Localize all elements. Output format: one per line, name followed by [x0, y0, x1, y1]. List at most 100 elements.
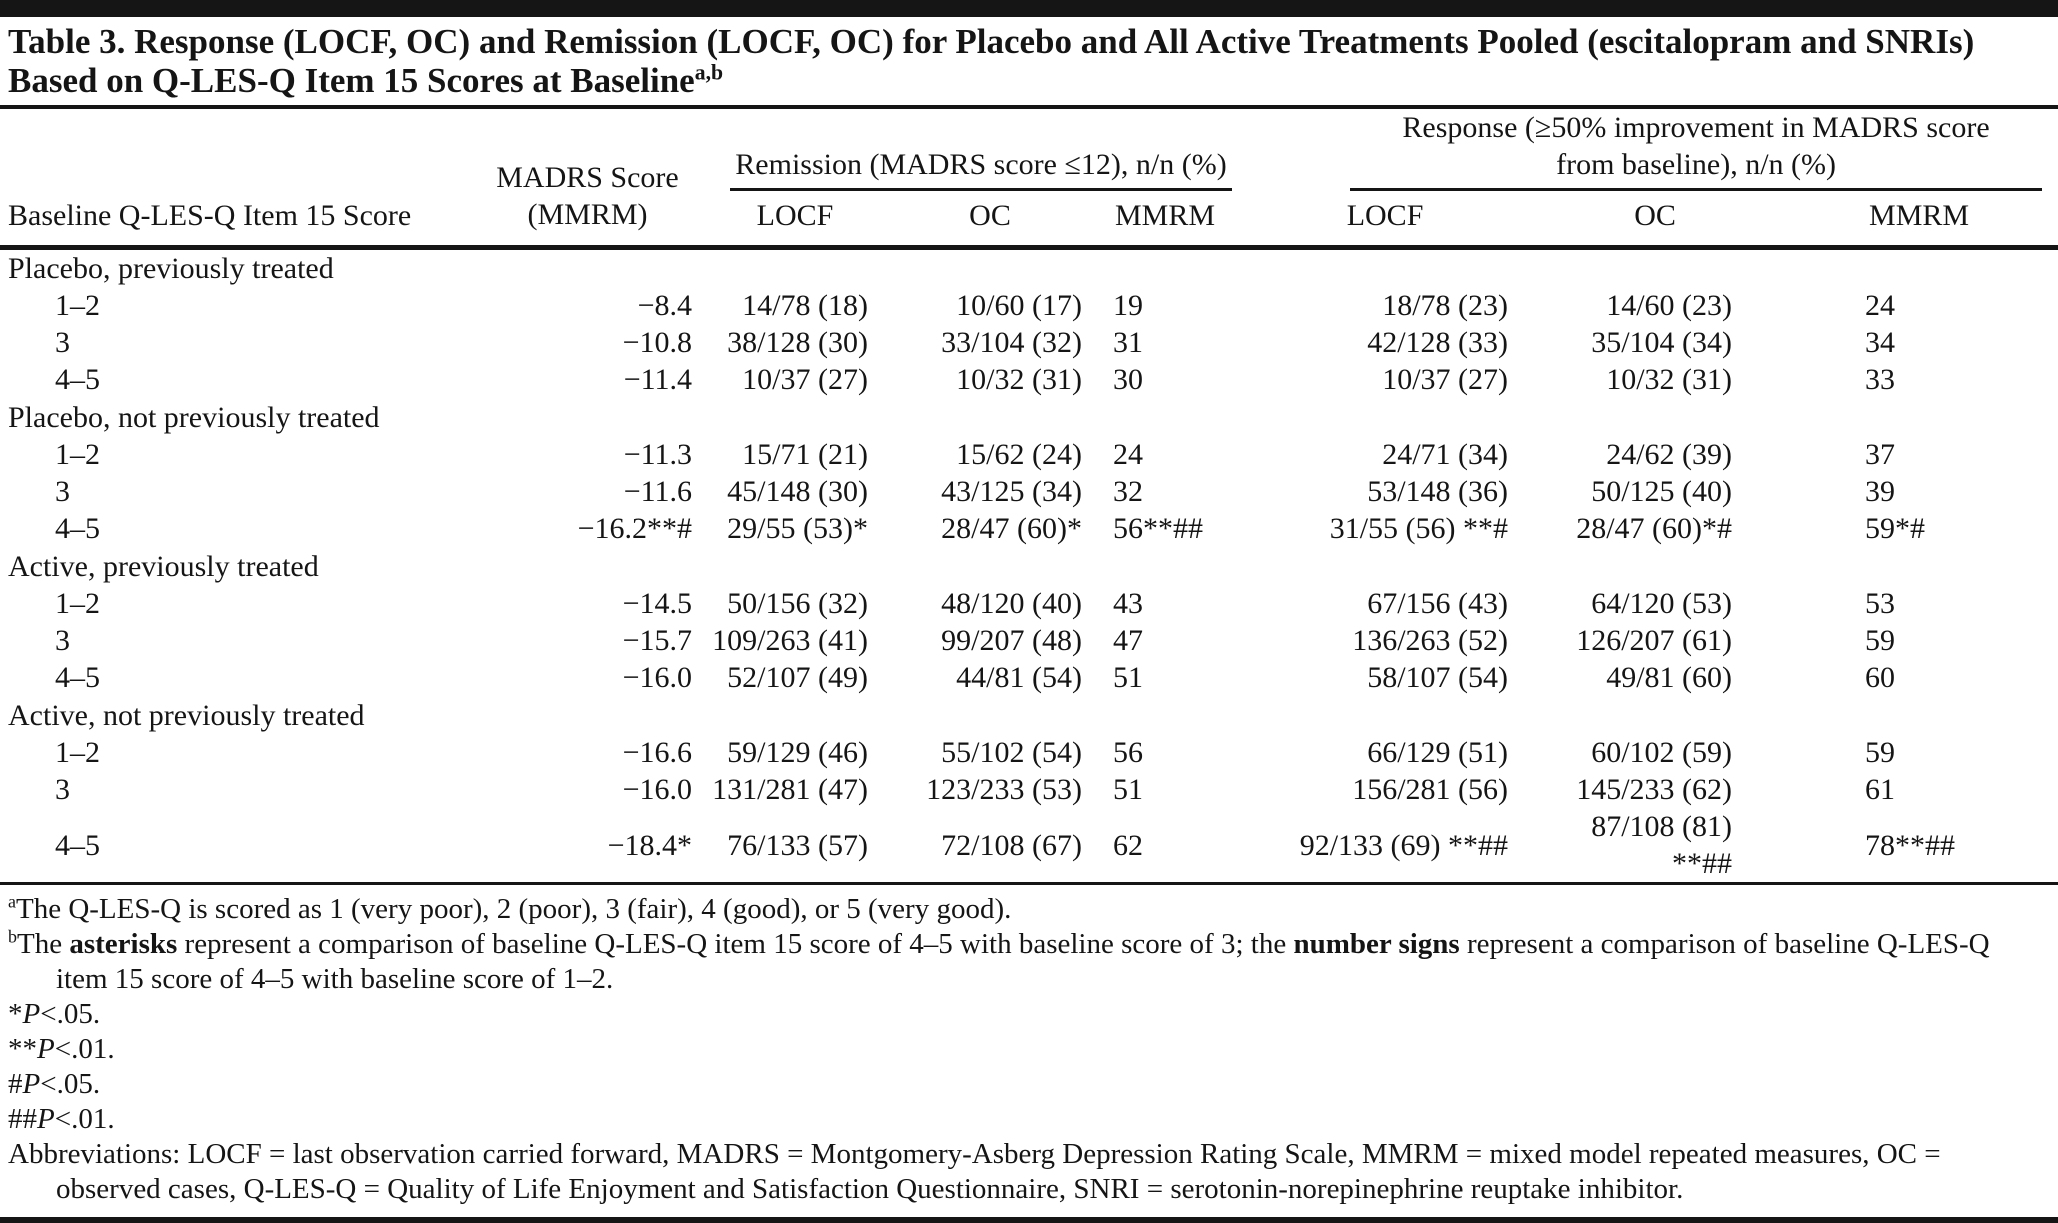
- cell-remission-mmrm: 32: [1113, 475, 1143, 508]
- cell-remission-oc: 10/32 (31): [956, 363, 1082, 396]
- cell-madrs: −16.6: [622, 736, 692, 769]
- cell-madrs: −16.0: [622, 773, 692, 806]
- cell-remission-mmrm: 56: [1113, 736, 1143, 769]
- cell-remission-oc: 44/81 (54): [956, 661, 1082, 694]
- cell-score: 3: [55, 773, 70, 806]
- cell-response-oc: 126/207 (61): [1576, 624, 1733, 657]
- cell-madrs: −8.4: [637, 289, 692, 322]
- cell-response-mmrm: 59: [1865, 736, 1896, 769]
- cell-response-mmrm: 24: [1865, 289, 1896, 322]
- cell-remission-oc: 33/104 (32): [941, 326, 1082, 359]
- cell-madrs: −15.7: [622, 624, 692, 657]
- cell-response-mmrm: 59: [1865, 624, 1896, 657]
- group-header-row: Baseline Q-LES-Q Item 15 Score MADRS Sco…: [0, 107, 2058, 250]
- footnotes: aThe Q-LES-Q is scored as 1 (very poor),…: [0, 885, 2058, 1207]
- column-header-response-oc: OC: [1530, 191, 1781, 250]
- table-row: 3 −15.7 109/263 (41) 99/207 (48) 47 136/…: [0, 622, 2058, 659]
- cell-remission-locf: 109/263 (41): [712, 624, 868, 657]
- group-header-response-line1: Response (≥50% improvement in MADRS scor…: [1402, 111, 1990, 144]
- section-row: Placebo, previously treated: [0, 248, 2058, 288]
- footnote-a-marker: a: [8, 891, 16, 912]
- column-header-madrs-line1: MADRS Score: [496, 161, 679, 194]
- table-row: 1–2 −16.6 59/129 (46) 55/102 (54) 56 66/…: [0, 734, 2058, 771]
- column-header-remission-mmrm: MMRM: [1090, 191, 1241, 250]
- cell-response-oc: 87/108 (81) **##: [1591, 810, 1733, 880]
- cell-madrs: −14.5: [622, 587, 692, 620]
- column-header-madrs-line2: (MMRM): [527, 198, 648, 231]
- footnote-b-marker: b: [8, 926, 17, 947]
- cell-response-locf: 67/156 (43): [1367, 587, 1509, 620]
- column-header-row-label: Baseline Q-LES-Q Item 15 Score: [0, 107, 450, 250]
- cell-remission-locf: 50/156 (32): [727, 587, 868, 620]
- cell-remission-mmrm: 19: [1113, 289, 1143, 322]
- cell-response-mmrm: 59*#: [1865, 512, 1926, 545]
- cell-response-oc: 14/60 (23): [1606, 289, 1733, 322]
- cell-remission-locf: 59/129 (46): [727, 736, 868, 769]
- cell-response-mmrm: 37: [1865, 438, 1896, 471]
- group-header-response-line2: from baseline), n/n (%): [1556, 148, 1836, 181]
- data-table: Baseline Q-LES-Q Item 15 Score MADRS Sco…: [0, 105, 2058, 885]
- table-row: 1–2 −11.3 15/71 (21) 15/62 (24) 24 24/71…: [0, 436, 2058, 473]
- cell-remission-mmrm: 51: [1113, 661, 1143, 694]
- cell-remission-oc: 72/108 (67): [941, 828, 1082, 862]
- cell-madrs: −18.4*: [607, 828, 692, 862]
- cell-response-mmrm: 60: [1865, 661, 1896, 694]
- table-row: 4–5 −16.2**# 29/55 (53)* 28/47 (60)* 56*…: [0, 510, 2058, 547]
- table-title-text: Table 3. Response (LOCF, OC) and Remissi…: [8, 22, 1975, 100]
- cell-madrs: −11.4: [623, 363, 692, 396]
- table-row: 3 −16.0 131/281 (47) 123/233 (53) 51 156…: [0, 771, 2058, 808]
- cell-score: 4–5: [55, 828, 100, 862]
- cell-response-locf: 66/129 (51): [1367, 736, 1509, 769]
- footnote-a: aThe Q-LES-Q is scored as 1 (very poor),…: [8, 891, 1012, 925]
- footnote-p-01: **P<.01.: [8, 1033, 115, 1065]
- cell-response-oc: 35/104 (34): [1591, 326, 1733, 359]
- cell-remission-mmrm: 31: [1113, 326, 1143, 359]
- group-header-remission-text: Remission (MADRS score ≤12), n/n (%): [730, 146, 1233, 191]
- cell-score: 4–5: [55, 512, 100, 545]
- cell-response-mmrm: 34: [1865, 326, 1896, 359]
- cell-madrs: −16.2**#: [577, 512, 692, 545]
- cell-remission-locf: 131/281 (47): [712, 773, 868, 806]
- table-row: 3 −10.8 38/128 (30) 33/104 (32) 31 42/12…: [0, 324, 2058, 361]
- cell-response-locf: 24/71 (34): [1382, 438, 1509, 471]
- cell-response-locf: 18/78 (23): [1382, 289, 1509, 322]
- cell-response-mmrm: 61: [1865, 773, 1896, 806]
- cell-response-oc: 49/81 (60): [1606, 661, 1733, 694]
- cell-remission-locf: 10/37 (27): [742, 363, 868, 396]
- cell-remission-oc: 55/102 (54): [941, 736, 1082, 769]
- cell-remission-mmrm: 47: [1113, 624, 1143, 657]
- cell-response-oc: 145/233 (62): [1576, 773, 1733, 806]
- cell-response-oc: 60/102 (59): [1591, 736, 1733, 769]
- cell-remission-oc: 28/47 (60)*: [941, 512, 1082, 545]
- cell-remission-locf: 45/148 (30): [727, 475, 868, 508]
- section-label: Active, previously treated: [8, 549, 319, 583]
- cell-response-locf: 31/55 (56) **#: [1329, 512, 1509, 545]
- section-label: Placebo, previously treated: [8, 252, 334, 285]
- column-header-madrs: MADRS Score (MMRM): [450, 107, 700, 250]
- table-header: Baseline Q-LES-Q Item 15 Score MADRS Sco…: [0, 107, 2058, 250]
- footnote-hash-05: #P<.05.: [8, 1068, 101, 1100]
- cell-madrs: −11.6: [623, 475, 692, 508]
- cell-remission-locf: 38/128 (30): [727, 326, 868, 359]
- cell-remission-mmrm: 56**##: [1113, 512, 1203, 545]
- cell-remission-oc: 15/62 (24): [956, 438, 1082, 471]
- cell-score: 4–5: [55, 661, 100, 694]
- cell-remission-oc: 43/125 (34): [941, 475, 1082, 508]
- section-label: Placebo, not previously treated: [8, 400, 380, 434]
- cell-response-mmrm: 39: [1865, 475, 1896, 508]
- cell-response-mmrm: 33: [1865, 363, 1896, 396]
- cell-response-locf: 42/128 (33): [1367, 326, 1509, 359]
- cell-response-mmrm: 78**##: [1865, 828, 1956, 862]
- column-header-remission-oc: OC: [890, 191, 1090, 250]
- cell-response-locf: 136/263 (52): [1352, 624, 1509, 657]
- cell-remission-locf: 15/71 (21): [742, 438, 868, 471]
- cell-remission-mmrm: 30: [1113, 363, 1143, 396]
- cell-response-oc: 10/32 (31): [1606, 363, 1733, 396]
- table-title: Table 3. Response (LOCF, OC) and Remissi…: [0, 17, 2058, 105]
- cell-response-locf: 92/133 (69) **##: [1299, 828, 1509, 862]
- top-rule-bar: [0, 0, 2058, 17]
- column-header-response-mmrm: MMRM: [1780, 191, 2058, 250]
- table-title-superscript: a,b: [694, 60, 724, 85]
- table-row: 4–5 −11.4 10/37 (27) 10/32 (31) 30 10/37…: [0, 361, 2058, 398]
- cell-response-mmrm: 53: [1865, 587, 1896, 620]
